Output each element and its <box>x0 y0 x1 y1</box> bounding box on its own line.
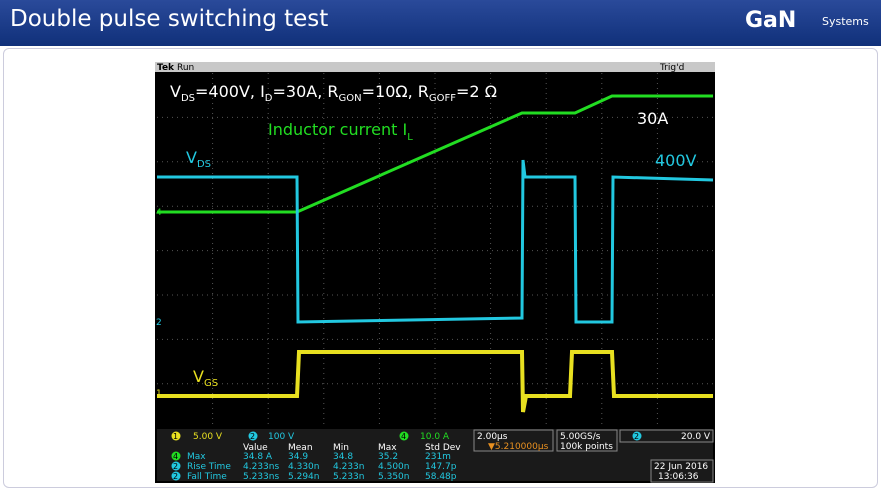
header: Double pulse switching test GaN Systems <box>0 0 881 46</box>
state: Run <box>177 63 194 73</box>
ch-badge <box>171 461 181 471</box>
measure-cell: 34.8 A <box>243 452 273 462</box>
sample-box <box>556 429 618 452</box>
logo: GaN <box>745 8 797 33</box>
logo-sub: Systems <box>822 15 869 28</box>
ch-id: 2 <box>634 432 639 441</box>
vgs-label: VGS <box>193 367 218 389</box>
measure-cell: 5.233ns <box>243 472 279 482</box>
measure-cell: 34.9 <box>288 452 308 462</box>
measure-cell: 4.233ns <box>243 462 279 472</box>
measure-name: Max <box>187 452 206 462</box>
ch-scale: 100 V <box>268 432 295 442</box>
brand: Tek <box>157 63 175 73</box>
record: 100k points <box>560 442 613 452</box>
measure-cell: 4.330n <box>288 462 319 472</box>
column-header: Min <box>333 443 349 453</box>
timebase: 2.00µs <box>477 432 508 442</box>
measure-cell: 5.294n <box>288 472 319 482</box>
ch-scale: 5.00 V <box>193 432 223 442</box>
trigger-pos: ▼5.210000µs <box>488 442 549 452</box>
timebase-box <box>473 429 554 452</box>
conditions: VDS=400V, ID=30A, RGON=10Ω, RGOFF=2 Ω <box>170 82 497 104</box>
top-bar <box>155 62 715 72</box>
vgs-trace <box>157 350 713 413</box>
ch-badge <box>171 431 181 441</box>
ch-id: 1 <box>173 432 178 441</box>
vds-trace <box>157 159 714 324</box>
grid <box>157 73 713 428</box>
measure-cell: 4.500n <box>378 462 409 472</box>
current-value: 30A <box>637 109 668 128</box>
ch-id: 4 <box>401 432 406 441</box>
sample-rate: 5.00GS/s <box>560 432 601 442</box>
column-header: Std Dev <box>425 443 461 453</box>
ch-id: 2 <box>173 462 178 471</box>
ch-badge <box>399 431 409 441</box>
column-header: Value <box>243 443 268 453</box>
vds-value: 400V <box>655 151 697 170</box>
ch-marker: 2 <box>156 318 162 328</box>
column-header: Max <box>378 443 397 453</box>
ch-badge <box>171 471 181 481</box>
measure-cell: 147.7p <box>425 462 457 472</box>
ch-marker: 1 <box>156 389 162 399</box>
ch-scale: 10.0 A <box>420 432 450 442</box>
trigger-level: 20.0 V <box>681 432 711 442</box>
inductor-trace <box>157 94 713 214</box>
date: 22 Jun 2016 <box>654 462 708 472</box>
measure-cell: 4.233n <box>333 462 364 472</box>
ch-badge <box>248 431 258 441</box>
measure-name: Fall Time <box>187 472 227 482</box>
measure-cell: 58.48p <box>425 472 457 482</box>
measure-cell: 5.233n <box>333 472 364 482</box>
measure-cell: 35.2 <box>378 452 398 462</box>
trigger-box <box>619 429 714 443</box>
vds-label: VDS <box>186 148 211 170</box>
ch-id: 4 <box>173 452 178 461</box>
ch-id: 2 <box>250 432 255 441</box>
inductor-label: Inductor current IL <box>268 120 413 143</box>
date-box <box>650 459 714 483</box>
measure-cell: 34.8 <box>333 452 353 462</box>
measure-name: Rise Time <box>187 462 231 472</box>
measure-cell: 231m <box>425 452 451 462</box>
ch-marker: 4 <box>156 208 162 218</box>
trigger: Trig'd <box>659 63 684 73</box>
ch-badge <box>632 431 642 441</box>
scope-frame <box>155 62 715 483</box>
time: 13:06:36 <box>658 472 699 482</box>
ch-badge <box>171 451 181 461</box>
column-header: Mean <box>288 443 313 453</box>
ch-id: 2 <box>173 472 178 481</box>
measurements: Value Mean Min Max Std Dev 4 Max 34.8 A 34.9 34.8… <box>171 443 461 482</box>
measure-cell: 5.350n <box>378 472 409 482</box>
title: Double pulse switching test <box>10 6 329 32</box>
